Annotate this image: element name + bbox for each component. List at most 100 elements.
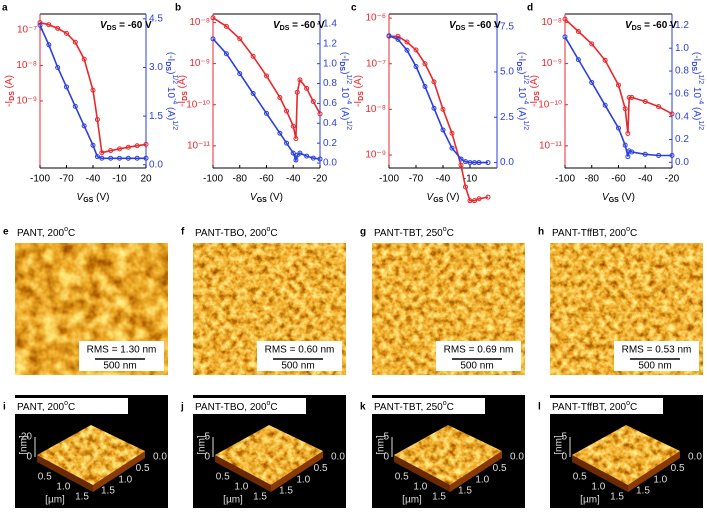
text-part: 1/2: [522, 74, 529, 84]
data-point: [290, 150, 296, 156]
data-point: [223, 51, 229, 57]
data-point: [602, 57, 608, 63]
data-point: [250, 90, 256, 96]
x-tick-label: -60: [611, 174, 626, 185]
y2-tick-label: 0.4: [675, 111, 689, 122]
surface-side: [394, 455, 450, 492]
data-point: [602, 102, 608, 108]
y-tick-label: 1.0: [118, 474, 132, 485]
x-tick-label: 0.5: [38, 472, 52, 483]
text-part: DS: [9, 91, 16, 101]
x-tick-label: 1.5: [253, 492, 267, 503]
text-part: C: [68, 402, 75, 413]
text-part: (-I: [339, 52, 350, 61]
text-part: o: [267, 400, 271, 407]
data-point: [81, 56, 87, 62]
text-part: o: [267, 226, 271, 233]
data-point: [94, 154, 100, 160]
text-part: (-I: [516, 52, 527, 61]
data-point: [625, 154, 631, 160]
x-tick-label: -40: [86, 174, 101, 185]
data-point: [476, 160, 482, 166]
y-tick-label: 10⁻¹⁰: [538, 99, 562, 110]
data-point: [575, 57, 581, 63]
y2-tick-label: 1.5: [149, 111, 163, 122]
y2-axis-label: (-IDS)1/2 10-4 (A)1/2: [338, 52, 352, 130]
text-part: (V): [443, 192, 459, 203]
label-bg: [193, 398, 306, 414]
text-part: ): [339, 71, 350, 74]
data-point: [431, 105, 437, 111]
data-point: [237, 71, 243, 77]
panel-letter: i: [3, 402, 6, 413]
data-point: [72, 39, 78, 45]
z-tick-label: 0: [383, 452, 389, 463]
z-tick-label: 5: [561, 432, 567, 443]
sample-label: PANT, 200oC: [17, 226, 75, 238]
text-part: 1/2: [171, 120, 178, 130]
y-tick-label: 0.0: [688, 452, 702, 463]
rms-box: [79, 341, 164, 371]
series-line: [212, 38, 321, 163]
rms-label: RMS = 0.60 nm: [265, 345, 335, 356]
data-point: [575, 29, 581, 35]
data-point: [304, 85, 310, 91]
y2-tick-label: 4.5: [149, 14, 163, 25]
text-part: PANT-TBO, 200: [195, 228, 267, 239]
data-point: [413, 47, 419, 53]
text-part: DS: [534, 91, 541, 101]
text-part: (V): [619, 192, 635, 203]
x-axis-label: VGS (V): [602, 192, 635, 205]
text-part: (A): [516, 104, 527, 120]
y-tick-label: 1.0: [653, 474, 667, 485]
text-part: (V): [267, 192, 283, 203]
panel-letter: f: [181, 227, 185, 238]
x-tick-label: 20: [140, 174, 152, 185]
surface-side: [271, 451, 323, 492]
scale-label: 500 nm: [103, 361, 136, 372]
text-part: (A): [177, 75, 188, 91]
z-tick-label: 0: [561, 452, 567, 463]
text-part: V: [449, 20, 457, 31]
rms-box: [436, 341, 521, 371]
sample-label: PANT-TBT, 250oC: [374, 226, 454, 238]
data-point: [81, 123, 87, 129]
y2-tick-label: 0.6: [675, 88, 689, 99]
text-part: -4: [171, 98, 178, 104]
y2-tick-label: 0.0: [500, 157, 514, 168]
text-part: = -60 V: [641, 20, 677, 31]
data-point: [463, 184, 468, 190]
panel-letter: a: [2, 3, 8, 14]
sample-label: PANT-TBT, 250oC: [374, 400, 454, 412]
x-tick-label: -70: [409, 174, 424, 185]
xy-unit: [µm]: [580, 495, 600, 506]
panel-letter: g: [360, 227, 366, 238]
text-part: (-I: [691, 52, 702, 61]
y-tick-label: 0.0: [331, 452, 345, 463]
y-tick-label: 10⁻⁹: [541, 58, 562, 69]
text-part: C: [68, 228, 75, 239]
text-part: -I: [4, 101, 15, 107]
y-tick-label: 10⁻¹⁰: [186, 99, 210, 110]
data-point: [440, 127, 446, 133]
data-point: [669, 152, 675, 158]
data-point: [284, 108, 290, 114]
annotation: VDS = -60 V: [273, 20, 325, 33]
data-point: [485, 160, 491, 166]
y2-tick-label: 5.0: [500, 67, 514, 78]
y-tick-label: 0.5: [493, 463, 507, 474]
data-point: [125, 155, 131, 161]
data-point: [90, 142, 96, 148]
data-point: [297, 77, 303, 83]
text-part: 1/2: [522, 120, 529, 130]
x-axis-label: VGS (V): [77, 192, 110, 205]
y-axis-label: -IDS (A): [4, 75, 17, 107]
x-tick-label: -40: [638, 174, 653, 185]
y-tick-label: 1.5: [101, 486, 115, 497]
text-part: DS: [632, 25, 642, 32]
text-part: PANT-TffBT, 200: [552, 402, 627, 413]
text-part: -4: [697, 98, 704, 104]
y-tick-label: 10⁻⁶: [365, 13, 386, 24]
data-point: [117, 146, 122, 152]
